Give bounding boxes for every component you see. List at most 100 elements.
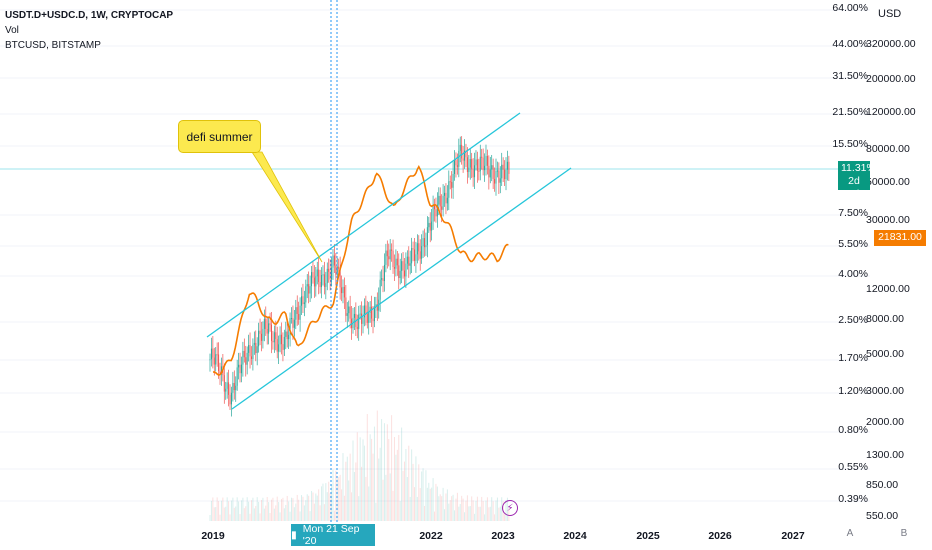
volume-bar: [272, 497, 274, 521]
candle-body: [258, 330, 260, 347]
volume-bar: [342, 453, 344, 521]
volume-bar: [418, 464, 420, 521]
volume-bar: [252, 497, 254, 521]
candle-body: [379, 279, 381, 300]
volume-bar: [428, 482, 430, 521]
usd-scale-tick: 850.00: [866, 479, 899, 491]
candle-body: [229, 394, 231, 405]
volume-bar: [338, 476, 340, 521]
volume-bar: [389, 473, 391, 521]
candle-body: [372, 318, 374, 322]
volume-bar: [325, 483, 327, 521]
chart-legend: USDT.D+USDC.D, 1W, CRYPTOCAP Vol BTCUSD,…: [5, 8, 173, 53]
volume-bar: [248, 501, 250, 521]
candle-body: [309, 286, 311, 294]
volume-bars: [209, 410, 510, 521]
time-axis-label: 2019: [201, 530, 225, 542]
candle-body: [242, 350, 244, 365]
candle-body: [385, 250, 387, 265]
volume-bar: [346, 456, 348, 521]
usd-scale-tick: 120000.00: [866, 106, 916, 118]
candle-body: [502, 164, 504, 170]
volume-bar: [232, 497, 234, 521]
volume-bar: [448, 503, 450, 521]
volume-bar: [366, 414, 368, 521]
candle-body: [228, 382, 230, 395]
volume-bar: [451, 496, 453, 521]
candle-body: [398, 265, 400, 279]
candle-body: [416, 243, 418, 255]
volume-bar: [311, 490, 313, 521]
candle-body: [405, 263, 407, 277]
percent-scale-tick: 1.20%: [838, 385, 868, 397]
btc-line-series: [212, 164, 509, 376]
volume-bar: [222, 497, 224, 521]
volume-bar: [434, 511, 436, 521]
lightning-bolt-icon[interactable]: ⚡: [502, 500, 518, 516]
volume-bar: [416, 496, 418, 521]
volume-bar: [356, 432, 358, 521]
candle-body: [451, 182, 453, 188]
candle-body: [421, 246, 423, 259]
candlestick-series: [209, 136, 510, 417]
volume-bar: [465, 500, 467, 521]
candle-body: [239, 364, 241, 374]
candle-body: [471, 159, 473, 170]
volume-bar: [382, 479, 384, 521]
volume-indicator-label[interactable]: Vol: [5, 25, 19, 36]
volume-bar: [391, 415, 393, 521]
candle-body: [250, 356, 252, 360]
symbol-title[interactable]: USDT.D+USDC.D, 1W, CRYPTOCAP: [5, 10, 174, 21]
volume-bar: [386, 424, 388, 521]
candle-body: [291, 318, 293, 320]
btc-price-tag: 21831.00: [874, 230, 926, 246]
candle-body: [338, 266, 340, 269]
compare-symbol-label[interactable]: BTCUSD, BITSTAMP: [5, 40, 101, 51]
candle-body: [445, 192, 447, 204]
candle-body: [361, 313, 363, 324]
volume-bar: [322, 483, 324, 521]
volume-bar: [424, 505, 425, 521]
candle-body: [491, 165, 493, 170]
candle-body: [219, 371, 221, 375]
defi-summer-callout[interactable]: defi summer: [178, 120, 261, 153]
candle-body: [281, 334, 282, 345]
candle-body: [488, 165, 490, 178]
percent-scale-tick: 15.50%: [832, 138, 868, 150]
currency-header: USD: [878, 8, 902, 20]
percent-scale-tick: 1.70%: [838, 352, 868, 364]
candle-body: [220, 366, 222, 375]
candle-body: [322, 274, 324, 276]
auto-scale-button[interactable]: A: [846, 528, 854, 539]
volume-bar: [263, 508, 265, 521]
volume-bar: [501, 497, 503, 521]
volume-bar: [412, 463, 414, 521]
volume-bar: [379, 447, 381, 521]
time-axis-label: 2027: [781, 530, 805, 542]
volume-bar: [498, 507, 500, 521]
percent-scale-tick: 5.50%: [838, 238, 868, 250]
time-axis-label: 2026: [708, 530, 732, 542]
candle-body: [276, 339, 278, 352]
candle-body: [476, 159, 478, 171]
volume-bar: [351, 492, 353, 521]
volume-bar: [266, 496, 268, 521]
candle-body: [411, 248, 413, 264]
volume-bar: [399, 501, 401, 521]
volume-bar: [388, 439, 390, 521]
volume-bar: [459, 504, 461, 521]
volume-bar: [332, 469, 334, 521]
candle-body: [356, 327, 358, 329]
candle-body: [315, 276, 317, 287]
bitcoin-scale-button[interactable]: B: [900, 528, 908, 539]
candle-body: [422, 238, 424, 247]
candle-body: [456, 165, 458, 167]
volume-bar: [403, 461, 405, 521]
volume-bar: [213, 507, 215, 521]
candle-body: [209, 359, 211, 361]
candle-body: [496, 170, 498, 172]
candle-body: [475, 159, 477, 166]
candle-body: [459, 144, 461, 151]
volume-bar: [288, 501, 290, 521]
